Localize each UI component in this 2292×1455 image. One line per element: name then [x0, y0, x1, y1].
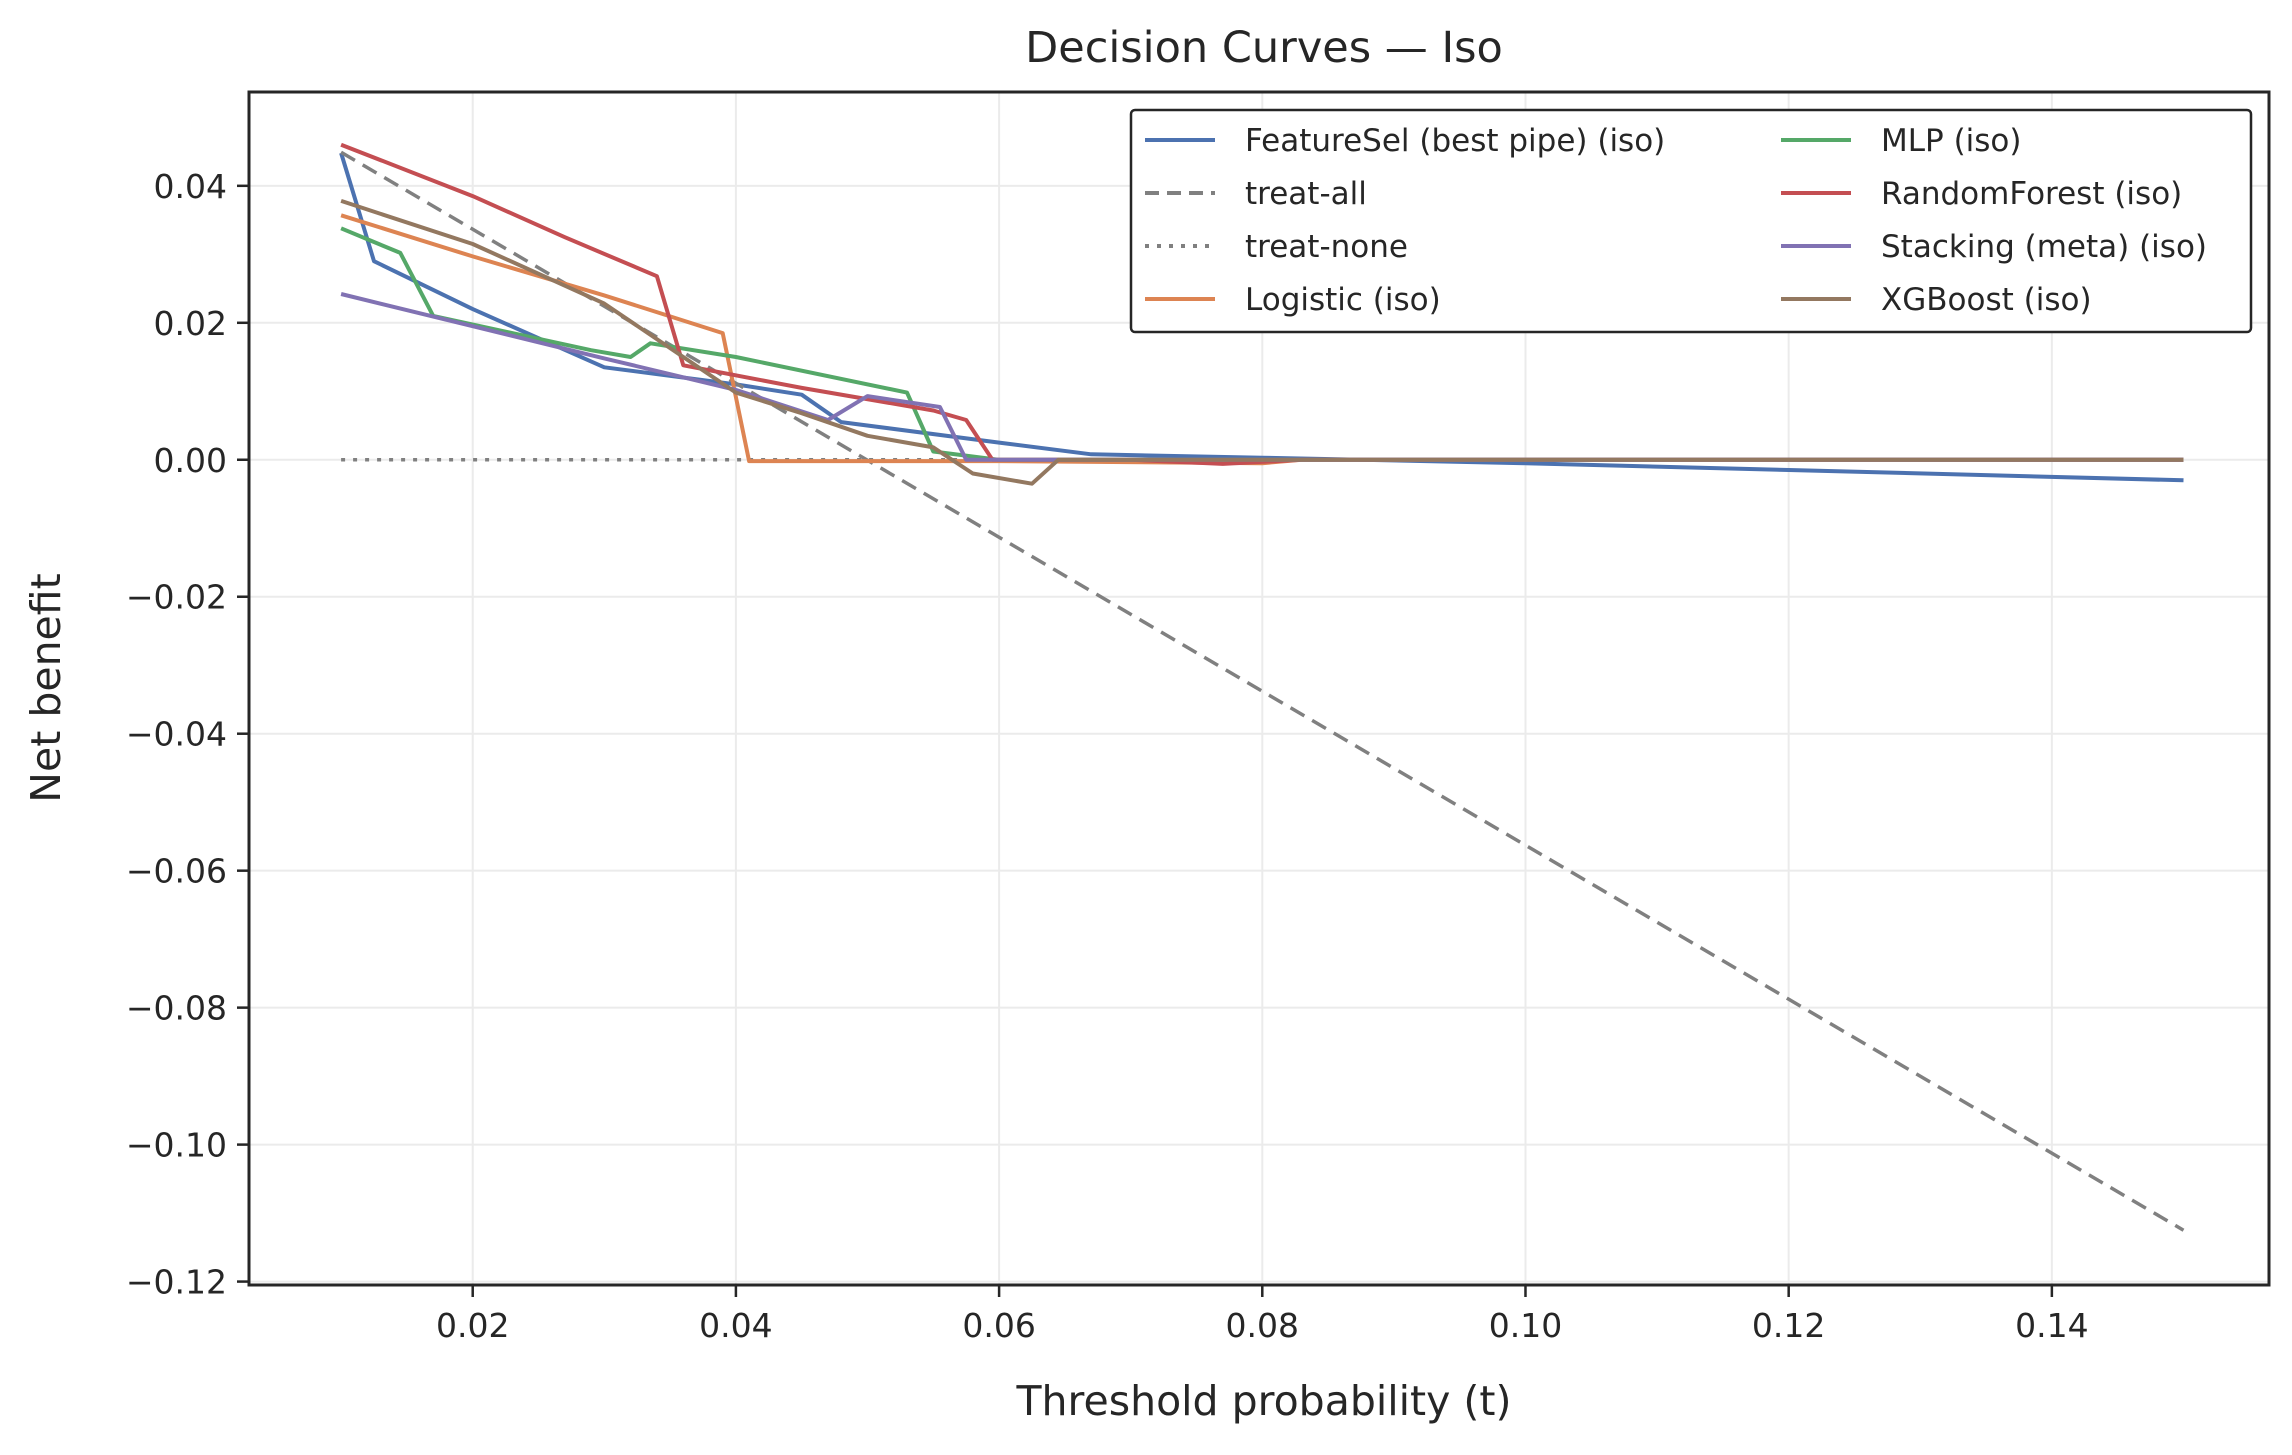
- x-tick-label: 0.08: [1226, 1306, 1299, 1345]
- x-tick-label: 0.06: [962, 1306, 1035, 1345]
- y-tick-label: 0.04: [154, 167, 227, 206]
- plot-frame: [247, 90, 2271, 1287]
- y-axis-label: Net benefit: [22, 573, 70, 802]
- x-tick-label: 0.10: [1489, 1306, 1562, 1345]
- series-line-stacking-meta-iso: [340, 292, 2184, 462]
- y-tick-label: 0.00: [154, 441, 227, 480]
- y-tick-label: −0.02: [126, 578, 227, 617]
- y-tick-label: −0.04: [126, 715, 227, 754]
- legend-label: FeatureSel (best pipe) (iso): [1245, 123, 1665, 159]
- x-tick-label: 0.12: [1752, 1306, 1825, 1345]
- x-tick-label: 0.04: [699, 1306, 772, 1345]
- legend-label: RandomForest (iso): [1881, 176, 2182, 212]
- chart-title: Decision Curves — Iso: [1025, 23, 1503, 73]
- y-tick-label: −0.12: [126, 1263, 227, 1302]
- legend-label: treat-none: [1245, 229, 1408, 265]
- series-lines: [339, 142, 2185, 1232]
- series-line-xgboost-iso: [340, 198, 2184, 486]
- legend-box: [1129, 108, 2253, 334]
- series-line-randomforest-iso: [340, 142, 2184, 466]
- x-tick-label: 0.02: [436, 1306, 509, 1345]
- y-tick-label: −0.06: [126, 852, 227, 891]
- legend-label: Logistic (iso): [1245, 282, 1441, 318]
- y-tick-label: −0.10: [126, 1126, 227, 1165]
- y-tick-label: 0.02: [154, 304, 227, 343]
- legend-label: XGBoost (iso): [1881, 282, 2092, 318]
- y-tick-label: −0.08: [126, 989, 227, 1028]
- x-tick-label: 0.14: [2015, 1306, 2088, 1345]
- legend: FeatureSel (best pipe) (iso) treat-all tre…: [1129, 108, 2253, 334]
- axis-ticks: 0.02 0.04 0.06 0.08 0.10 0.12 0.14 0.04 0.02 0.00…: [126, 167, 2089, 1345]
- legend-label: Stacking (meta) (iso): [1881, 229, 2207, 265]
- legend-label: treat-all: [1245, 176, 1367, 212]
- x-axis-label: Threshold probability (t): [1016, 1377, 1512, 1425]
- series-line-featuresel-best-pipe-iso: [339, 152, 2184, 483]
- legend-label: MLP (iso): [1881, 123, 2021, 159]
